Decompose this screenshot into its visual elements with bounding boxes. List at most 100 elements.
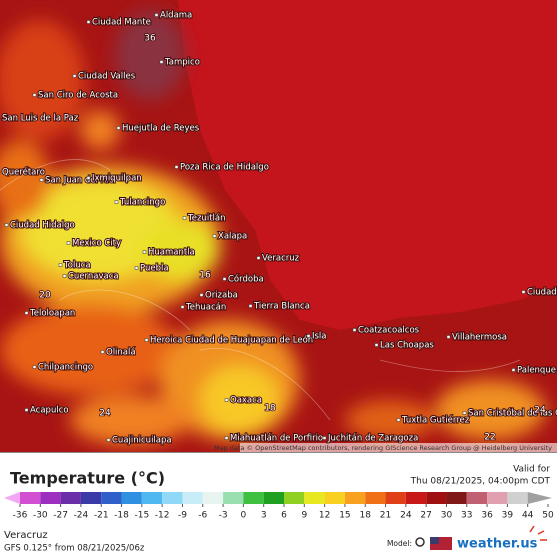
city-marker: [142, 250, 147, 254]
city-label: San Ciro de Acosta: [38, 91, 118, 101]
city-marker: [4, 223, 9, 227]
colorbar-tick-label: 39: [502, 511, 514, 521]
city-marker: [39, 178, 44, 182]
city-label: San Juan del Río: [45, 176, 114, 186]
search-icon[interactable]: [415, 537, 425, 547]
colorbar-tick-label: 12: [319, 511, 330, 521]
colorbar-tick-label: 33: [461, 511, 472, 521]
colorbar-tick-label: 3: [261, 511, 267, 521]
city-marker: [116, 126, 121, 130]
city-label: San Luis de la Paz: [2, 114, 79, 124]
city-label: Tierra Blanca: [253, 302, 310, 312]
valid-label: Valid for: [513, 465, 550, 475]
colorbar-segment: [385, 492, 406, 504]
colorbar-end: [527, 492, 552, 504]
colorbar-tick-label: -9: [178, 511, 187, 521]
city-marker: [86, 176, 91, 180]
city-label: Ciudad del Carmen: [527, 288, 557, 298]
colorbar-segment: [182, 492, 203, 504]
contour-label: 36: [144, 34, 156, 44]
contour-label: 24: [99, 409, 111, 419]
city-label: Heroica Ciudad de Huajuapan de León: [150, 335, 313, 346]
city-marker: [106, 438, 111, 442]
city-label: Xalapa: [218, 232, 247, 242]
colorbar-segment: [324, 492, 345, 504]
city-marker: [58, 263, 63, 267]
colorbar-segment: [243, 492, 264, 504]
brand[interactable]: weather.us: [457, 537, 538, 552]
colorbar-segment: [446, 492, 467, 504]
city-label: Isla: [312, 332, 327, 342]
colorbar-tick-label: -24: [74, 511, 89, 521]
colorbar-tick-label: -21: [94, 511, 109, 521]
contour-line: [0, 159, 521, 421]
city-label: Tezuitlán: [187, 214, 225, 224]
city-label: Querétaro: [2, 167, 45, 178]
city-label: Cuajinicuilapa: [112, 436, 172, 446]
colorbar: -36 -30 -27 -24 -21 -18 -15 -12 -9 -6 -3 0 3 6 9 12 15 18…: [4, 492, 554, 521]
city-label: Mexico City: [72, 239, 121, 249]
colorbar-tick-label: -12: [155, 511, 170, 521]
city-marker: [322, 436, 327, 440]
city-marker: [144, 338, 149, 342]
colorbar-segment: [304, 492, 325, 504]
city-marker: [72, 74, 77, 78]
city-marker: [66, 241, 71, 245]
city-marker: [396, 418, 401, 422]
contour-label: 18: [264, 404, 276, 414]
city-label: Puebla: [140, 264, 169, 274]
city-marker: [134, 266, 139, 270]
attribution-bg: [240, 443, 557, 452]
colorbar-tick-label: 27: [420, 511, 431, 521]
colorbar-tick-label: -6: [198, 511, 207, 521]
contour-label: 16: [199, 271, 211, 281]
colorbar-tick-label: -3: [219, 511, 228, 521]
city-marker: [306, 334, 311, 338]
colorbar-tick-label: 9: [301, 511, 307, 521]
city-label: Ciudad Hidalgo: [10, 221, 75, 231]
city-marker: [222, 277, 227, 281]
model-label: Model:: [387, 539, 412, 548]
model-run: GFS 0.125° from 08/21/2025/06z: [4, 544, 145, 554]
colorbar-segment: [162, 492, 183, 504]
colorbar-segment: [20, 492, 41, 504]
city-label: Cuernavaca: [68, 272, 119, 282]
city-marker: [511, 368, 516, 372]
city-label: Chilpancingo: [38, 363, 93, 373]
city-marker: [100, 350, 105, 354]
colorbar-segment: [40, 492, 61, 504]
city-label: Coatzacoalcos: [358, 326, 420, 336]
city-marker: [182, 216, 187, 220]
colorbar-segment: [365, 492, 386, 504]
colorbar-tick-label: -15: [134, 511, 149, 521]
colorbar-segment: [80, 492, 102, 504]
city-label: Tehuacán: [185, 303, 226, 313]
colorbar-segment: [405, 492, 427, 504]
city-marker: [114, 200, 119, 204]
attribution: Map data © OpenStreetMap contributors, r…: [214, 444, 552, 452]
city-label: Córdoba: [228, 274, 264, 285]
contour-label: 24: [534, 406, 546, 416]
colorbar-segment: [223, 492, 244, 504]
city-label: Ciudad Mante: [92, 18, 151, 28]
city-label: Olinalá: [106, 348, 136, 358]
city-label: Palenque: [517, 366, 556, 376]
colorbar-segment: [263, 492, 284, 504]
colorbar-tick-label: -36: [13, 511, 28, 521]
city-marker: [352, 328, 357, 332]
colorbar-tick-label: 18: [360, 511, 372, 521]
city-marker: [224, 436, 229, 440]
city-label: Tulancingo: [119, 198, 165, 208]
colorbar-segment: [426, 492, 447, 504]
city-label: Teloloapan: [29, 309, 75, 319]
city-marker: [159, 60, 164, 64]
colorbar-segment: [121, 492, 142, 504]
city-label: Toluca: [63, 261, 91, 271]
city-label: Ixmiquilpan: [92, 174, 142, 184]
city-label: Veracruz: [262, 254, 300, 264]
city-label: Villahermosa: [452, 333, 507, 343]
colorbar-segment: [101, 492, 122, 504]
city-marker: [199, 293, 204, 297]
colorbar-tick-label: 50: [542, 511, 554, 521]
city-label: Huejutla de Reyes: [122, 124, 200, 134]
